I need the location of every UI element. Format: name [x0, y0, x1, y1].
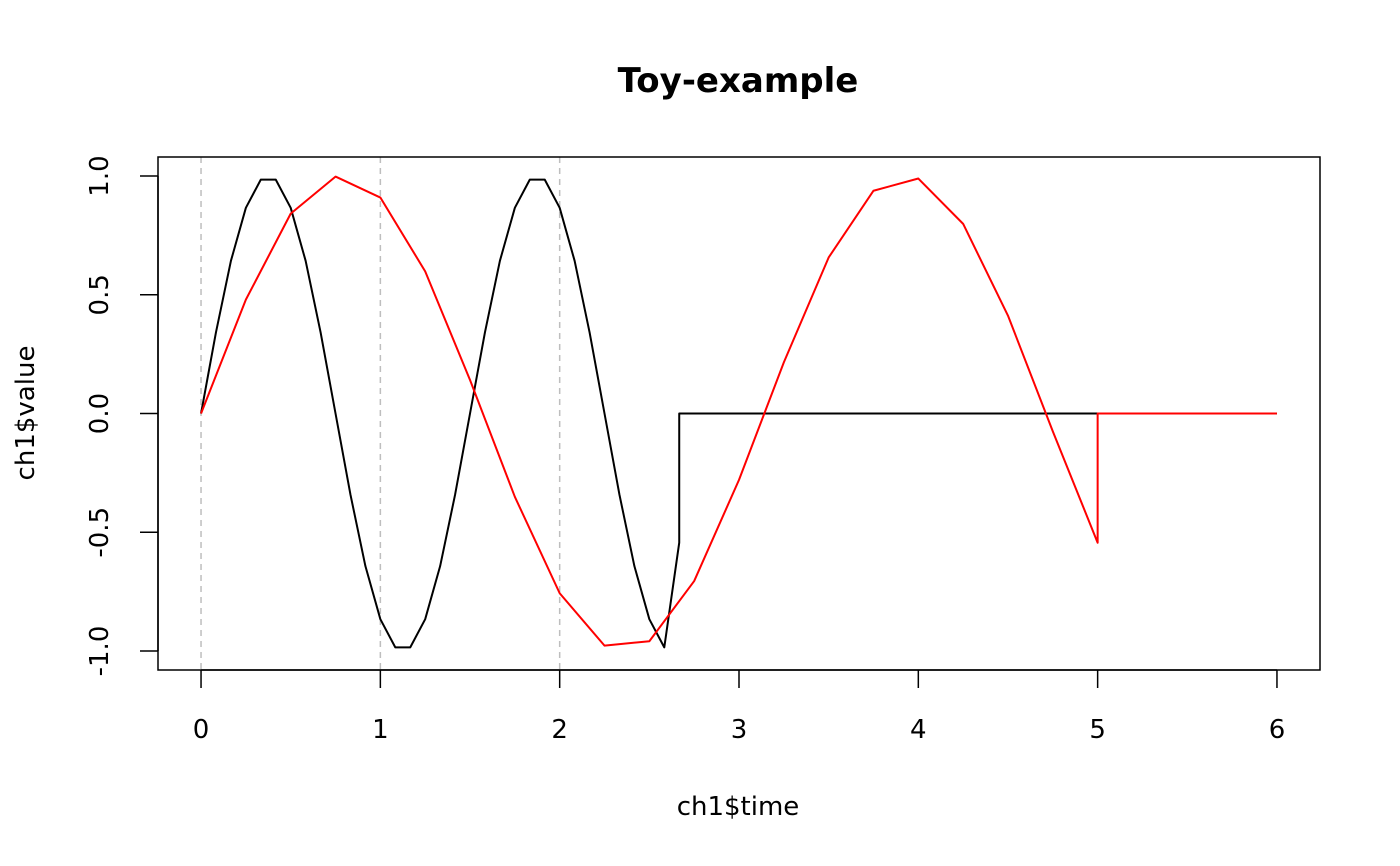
x-axis-label: ch1$time [677, 792, 800, 822]
x-tick-label: 1 [372, 715, 389, 745]
series-line-0 [200, 178, 1277, 649]
y-tick-label: -0.5 [85, 507, 115, 558]
y-axis: -1.0 -0.5 0.0 0.5 1.0 [85, 155, 159, 677]
y-tick-label: 0.5 [85, 274, 115, 315]
chart-title: Toy-example [618, 61, 859, 101]
series-line-1 [200, 175, 1277, 647]
y-tick-label: -1.0 [85, 626, 115, 677]
x-tick-label: 4 [910, 715, 927, 745]
x-tick-label: 3 [731, 715, 748, 745]
x-tick-label: 5 [1089, 715, 1106, 745]
y-axis-label: ch1$value [11, 346, 41, 481]
reference-lines [200, 157, 561, 670]
series-layer [200, 175, 1277, 649]
x-axis: 0 1 2 3 4 5 6 [193, 669, 1286, 745]
y-tick-label: 0.0 [85, 393, 115, 434]
x-tick-label: 0 [193, 715, 210, 745]
x-tick-label: 6 [1269, 715, 1286, 745]
y-tick-label: 1.0 [85, 155, 115, 196]
x-tick-label: 2 [551, 715, 568, 745]
